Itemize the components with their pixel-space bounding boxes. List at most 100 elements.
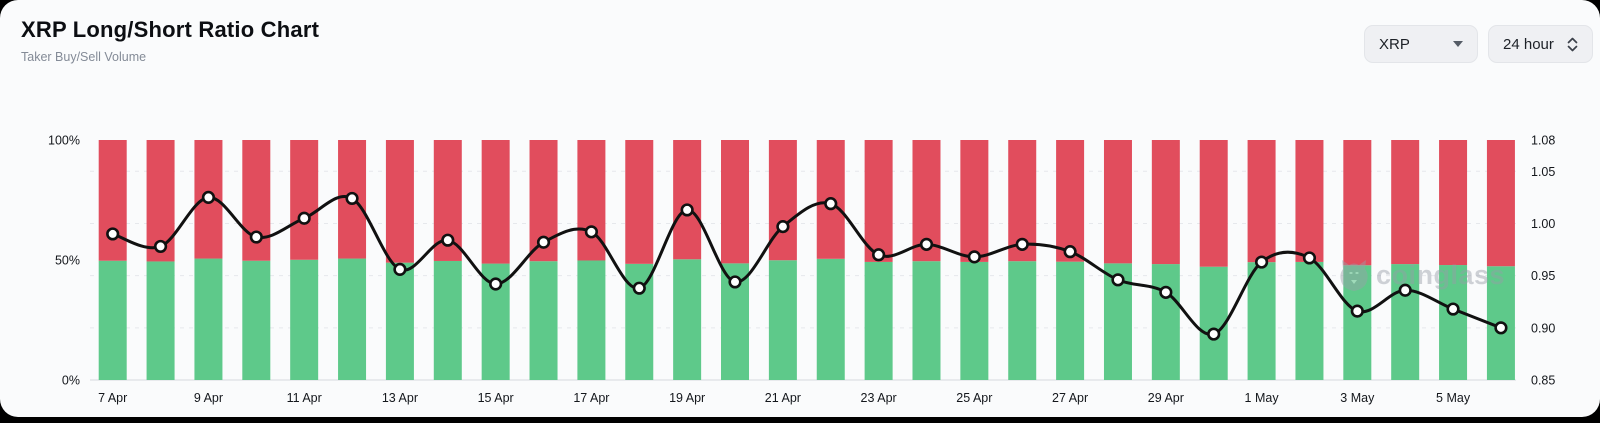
axis-tick-label: 1.05 (1531, 165, 1555, 179)
buy-bar-segment (960, 261, 989, 380)
ratio-marker (1111, 273, 1125, 287)
buy-bar-segment (1056, 261, 1085, 380)
ratio-line (111, 195, 1503, 336)
axis-tick-label: 17 Apr (573, 391, 609, 405)
buy-bar-segment (1199, 266, 1228, 380)
ratio-marker (1446, 302, 1460, 316)
axis-tick-label: 27 Apr (1052, 391, 1088, 405)
sell-bar-segment (864, 140, 893, 262)
buy-bar-segment (146, 261, 175, 380)
sell-bar-segment (1343, 140, 1372, 266)
axis-tick-label: 9 Apr (194, 391, 223, 405)
axis-tick-label: 0.85 (1531, 374, 1555, 388)
sell-bar-segment (1486, 140, 1515, 267)
axis-tick-label: 29 Apr (1148, 391, 1184, 405)
buy-bar-segment (1151, 264, 1180, 380)
sell-bar-segment (290, 140, 319, 260)
ratio-marker (967, 250, 981, 264)
sell-bar-segment (1247, 140, 1276, 263)
ratio-marker (1302, 251, 1317, 265)
ratio-marker (1494, 321, 1508, 335)
sell-bar-segment (721, 140, 750, 264)
chart-area: 100% 50% 0% 1.08 1.05 1.00 0.95 0.90 0.85 7 Apr 9 … (0, 125, 1600, 417)
sell-bar-segment (1199, 140, 1228, 267)
buy-bar-segment (768, 260, 797, 380)
buy-bar-segment (1439, 265, 1468, 380)
buy-bar-segment (385, 262, 414, 380)
axis-tick-label: 15 Apr (478, 391, 514, 405)
symbol-select-value: XRP (1379, 35, 1410, 53)
axis-tick-label: 23 Apr (861, 391, 897, 405)
left-axis-labels: 100% 50% 0% (48, 134, 80, 388)
buy-bar-segment (1008, 261, 1037, 380)
ratio-markers (106, 190, 1508, 341)
page-title: XRP Long/Short Ratio Chart (21, 17, 320, 42)
axis-tick-label: 25 Apr (956, 391, 992, 405)
axis-tick-label: 1 May (1245, 391, 1280, 405)
buy-bar-segment (673, 259, 702, 380)
ratio-marker (872, 248, 886, 262)
sell-volume-bars (98, 140, 1515, 267)
sell-bar-segment (960, 140, 989, 262)
axis-tick-label: 13 Apr (382, 391, 418, 405)
axis-tick-label: 50% (55, 254, 80, 268)
sell-bar-segment (1103, 140, 1132, 264)
ratio-marker (106, 227, 120, 241)
buy-bar-segment (433, 260, 462, 380)
axis-tick-label: 0% (62, 374, 80, 388)
buy-bar-segment (1343, 265, 1372, 380)
ratio-marker (1207, 327, 1221, 341)
sell-bar-segment (98, 140, 127, 261)
buy-bar-segment (816, 258, 845, 380)
sell-bar-segment (1391, 140, 1420, 265)
ratio-marker (393, 262, 407, 276)
ratio-marker (1350, 304, 1364, 318)
ratio-marker (441, 233, 455, 247)
sell-bar-segment (1151, 140, 1180, 265)
ratio-marker (201, 190, 216, 204)
buy-bar-segment (242, 260, 271, 380)
axis-tick-label: 0.95 (1531, 269, 1555, 283)
x-axis-labels: 7 Apr 9 Apr 11 Apr 13 Apr 15 Apr 17 Apr 19 Apr… (98, 391, 1471, 405)
right-axis-labels: 1.08 1.05 1.00 0.95 0.90 0.85 (1531, 134, 1555, 388)
caret-down-icon (1453, 41, 1463, 47)
ratio-marker (632, 281, 646, 295)
buy-bar-segment (98, 260, 127, 380)
ratio-marker (1398, 283, 1412, 297)
buy-bar-segment (625, 263, 654, 380)
axis-tick-label: 7 Apr (98, 391, 127, 405)
axis-tick-label: 21 Apr (765, 391, 801, 405)
buy-bar-segment (1247, 262, 1276, 380)
sell-bar-segment (1439, 140, 1468, 266)
symbol-select[interactable]: XRP (1364, 25, 1478, 63)
long-short-ratio-chart[interactable]: 100% 50% 0% 1.08 1.05 1.00 0.95 0.90 0.85 7 Apr 9 … (0, 125, 1600, 417)
sell-bar-segment (385, 140, 414, 263)
ratio-marker (728, 275, 742, 289)
sell-bar-segment (1056, 140, 1085, 262)
buy-bar-segment (577, 260, 606, 380)
ratio-marker (489, 277, 503, 291)
axis-tick-label: 19 Apr (669, 391, 705, 405)
buy-bar-segment (1391, 264, 1420, 380)
axis-tick-label: 5 May (1436, 391, 1471, 405)
ratio-marker (1159, 285, 1173, 299)
ratio-marker (1063, 245, 1077, 259)
ratio-marker (1015, 237, 1029, 251)
interval-select[interactable]: 24 hour (1488, 25, 1593, 63)
ratio-marker (536, 235, 551, 249)
ratio-marker (584, 225, 599, 239)
buy-bar-segment (338, 258, 367, 380)
ratio-marker (249, 230, 263, 244)
interval-select-value: 24 hour (1503, 35, 1554, 53)
axis-tick-label: 1.00 (1531, 217, 1555, 231)
grid-lines (90, 170, 1516, 381)
ratio-marker (297, 211, 311, 225)
ratio-marker (680, 203, 694, 217)
sell-bar-segment (768, 140, 797, 261)
buy-bar-segment (194, 258, 223, 380)
sell-bar-segment (1295, 140, 1324, 262)
page-subtitle: Taker Buy/Sell Volume (21, 50, 147, 64)
ratio-marker (824, 197, 838, 211)
buy-bar-segment (290, 259, 319, 380)
